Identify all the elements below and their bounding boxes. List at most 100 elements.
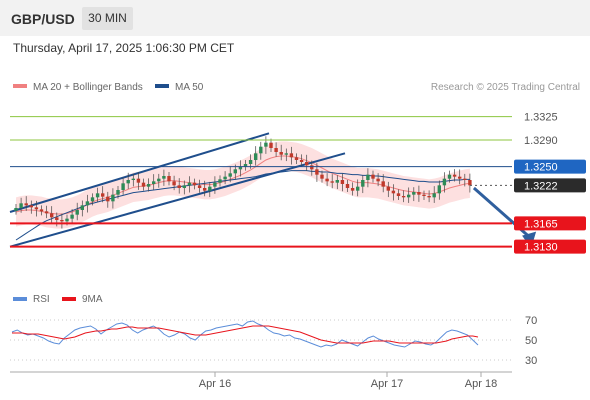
research-credit: Research © 2025 Trading Central xyxy=(431,82,580,93)
candle-body xyxy=(463,178,467,180)
time-tick-label: Apr 18 xyxy=(465,378,497,390)
bollinger-band xyxy=(16,141,470,229)
channel-upper-line xyxy=(9,132,270,213)
candle-body xyxy=(315,169,319,175)
candle-body xyxy=(340,180,345,184)
candle-body xyxy=(452,174,457,177)
candle-body xyxy=(19,203,23,208)
legend-swatch-ma50 xyxy=(155,84,169,88)
candle-body xyxy=(80,205,84,210)
candle-body xyxy=(223,176,227,180)
candle-body xyxy=(39,209,44,212)
candle-body xyxy=(447,174,452,179)
candle-body xyxy=(95,193,100,198)
candle-body xyxy=(44,211,49,214)
candle-body xyxy=(294,157,299,160)
candle-body xyxy=(305,162,309,166)
candle-body xyxy=(141,182,146,187)
candle-body xyxy=(284,153,288,155)
candle-body xyxy=(131,178,135,180)
candle-body xyxy=(335,180,339,183)
rsi-tick-label: 70 xyxy=(525,315,537,327)
candle-body xyxy=(121,183,125,190)
price-legend: MA 20 + Bollinger Bands MA 50 Research ©… xyxy=(13,82,580,93)
legend-label-rsi: RSI xyxy=(33,294,50,305)
candle-body xyxy=(396,193,401,196)
candle-body xyxy=(371,174,375,179)
rsi-ma-line xyxy=(12,325,479,344)
candle-body xyxy=(310,165,314,170)
legend-label-ma50: MA 50 xyxy=(175,82,204,93)
candle-body xyxy=(203,188,207,191)
candle-body xyxy=(320,174,324,179)
candle-body xyxy=(468,180,472,186)
legend-label-9ma: 9MA xyxy=(82,294,103,305)
candle-body xyxy=(366,174,370,180)
legend-swatch-rsi xyxy=(13,297,27,301)
candle-body xyxy=(90,197,95,202)
candle-body xyxy=(422,194,426,196)
candle-body xyxy=(177,185,181,188)
level-badge-support xyxy=(514,239,586,254)
candle-body xyxy=(238,166,243,170)
level-badge-pivot xyxy=(514,159,586,174)
candle-body xyxy=(427,196,431,198)
rsi-line xyxy=(11,320,479,348)
candle-body xyxy=(289,153,294,158)
candle-body xyxy=(197,185,202,188)
candle-body xyxy=(218,179,222,183)
level-label: 1.3250 xyxy=(524,162,558,174)
candle-body xyxy=(325,178,329,182)
candle-body xyxy=(259,146,263,154)
candle-body xyxy=(116,190,120,195)
candle-body xyxy=(417,192,421,195)
symbol-title: GBP/USD xyxy=(11,11,75,27)
level-label: 1.3165 xyxy=(524,218,558,230)
candle-body xyxy=(248,160,253,164)
level-label: 1.3222 xyxy=(524,180,558,192)
candle-body xyxy=(34,207,39,210)
candle-body xyxy=(101,193,105,197)
candle-body xyxy=(24,203,28,206)
candle-body xyxy=(330,181,334,183)
candle-body xyxy=(55,217,59,220)
candle-body xyxy=(264,142,268,147)
candle-body xyxy=(157,178,161,182)
candle-body xyxy=(345,184,350,188)
time-tick-label: Apr 16 xyxy=(199,378,231,390)
timestamp: Thursday, April 17, 2025 1:06:30 PM CET xyxy=(13,41,235,55)
candle-body xyxy=(442,178,447,186)
candle-body xyxy=(60,220,64,222)
candle-body xyxy=(65,218,69,222)
candle-body xyxy=(75,210,79,215)
candle-body xyxy=(106,196,110,202)
candle-body xyxy=(85,201,90,206)
candle-body xyxy=(14,208,18,211)
interval-button[interactable]: 30 MIN xyxy=(82,7,133,30)
legend-swatch-ma20 xyxy=(13,84,27,88)
time-axis: Apr 16 Apr 17 Apr 18 xyxy=(10,371,512,390)
candle-body xyxy=(401,196,406,198)
candle-body xyxy=(213,182,217,187)
candle-body xyxy=(233,169,237,174)
candle-body xyxy=(381,181,385,187)
level-badge-current xyxy=(514,178,586,193)
candle-body xyxy=(437,185,441,194)
level-label: 1.3290 xyxy=(524,135,558,147)
level-label: 1.3130 xyxy=(524,242,558,254)
candle-body xyxy=(29,205,33,208)
rsi-tick-label: 50 xyxy=(525,335,537,347)
candle-body xyxy=(269,142,273,148)
price-chart xyxy=(9,132,537,249)
candle-body xyxy=(70,214,74,219)
candle-body xyxy=(432,193,436,198)
candle-body xyxy=(361,180,365,187)
price-levels: 1.3325 1.3290 1.3250 1.3222 1.3165 1.3130 xyxy=(10,112,586,254)
level-label: 1.3325 xyxy=(524,112,558,124)
candle-body xyxy=(167,176,171,182)
time-tick-label: Apr 17 xyxy=(371,378,403,390)
candle-body xyxy=(136,178,141,183)
candle-body xyxy=(162,176,166,179)
